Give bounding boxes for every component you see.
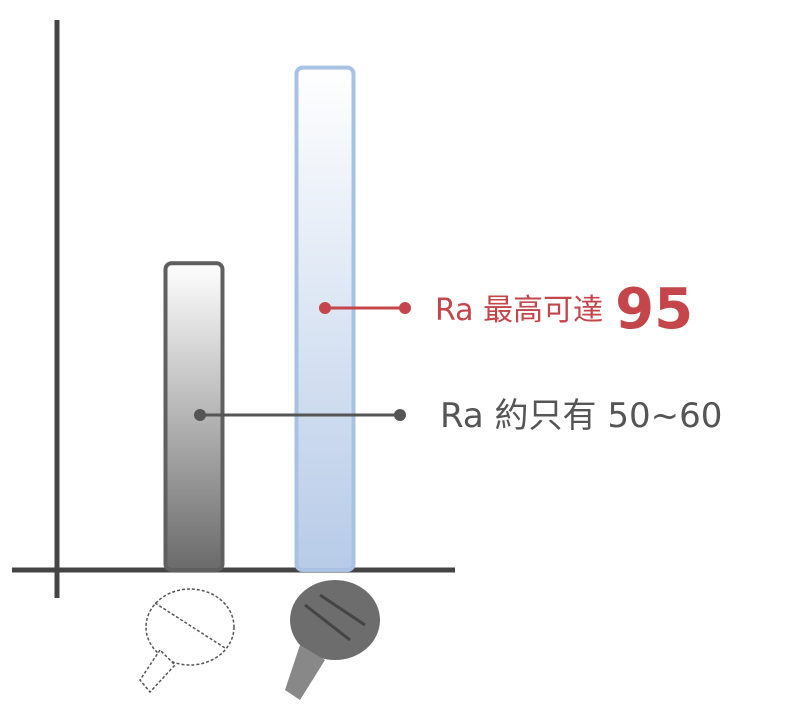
annotation-label: Ra 最高可達 — [435, 293, 603, 328]
leader-dot — [399, 302, 411, 314]
leader-dot — [194, 409, 206, 421]
annotation: Ra 約只有 50~60 — [440, 396, 722, 436]
bulb-icon — [139, 588, 235, 694]
leader-dot — [319, 302, 331, 314]
annotation-label: Ra 約只有 50~60 — [440, 396, 722, 436]
leader-dot — [394, 409, 406, 421]
led-bulb-icon — [285, 580, 380, 700]
bar — [163, 261, 225, 572]
bar — [294, 65, 356, 572]
annotation-emphasis: 95 — [615, 277, 693, 342]
annotation: Ra 最高可達 95 — [435, 277, 693, 342]
